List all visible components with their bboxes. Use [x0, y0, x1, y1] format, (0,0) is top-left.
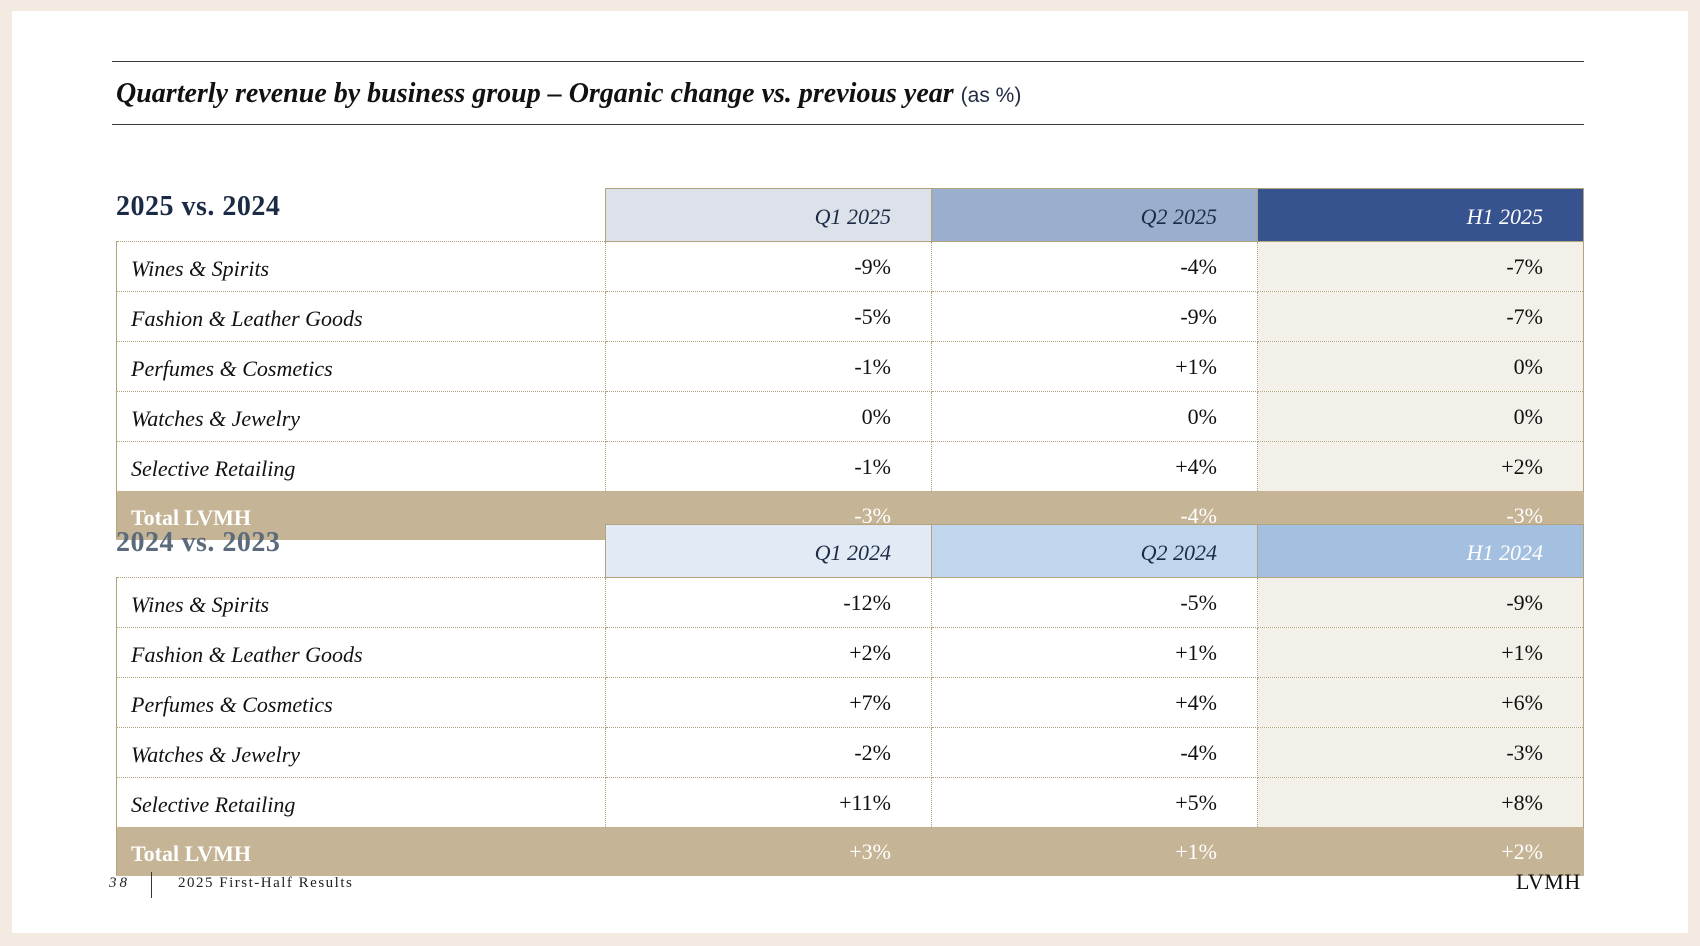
cell-q1: 0% [605, 391, 932, 442]
section-label-2025: 2025 vs. 2024 [116, 191, 281, 222]
cell-q2: +1% [931, 627, 1258, 678]
cell-h1: 0% [1257, 391, 1584, 442]
table-row: Watches & Jewelry 0% 0% 0% [116, 391, 1584, 442]
total-h1: +2% [1257, 827, 1584, 876]
table-header-row: Q1 2025 Q2 2025 H1 2025 [117, 188, 1584, 242]
title-unit: (as %) [960, 84, 1022, 107]
cell-q2: -4% [931, 727, 1258, 778]
cell-h1: -9% [1257, 577, 1584, 628]
table-2024-vs-2023: Q1 2024 Q2 2024 H1 2024 Wines & Spirits … [116, 524, 1584, 876]
header-q1: Q1 2024 [605, 524, 932, 578]
header-q1: Q1 2025 [605, 188, 932, 242]
cell-q1: +2% [605, 627, 932, 678]
table-row: Selective Retailing +11% +5% +8% [116, 777, 1584, 828]
cell-h1: +1% [1257, 627, 1584, 678]
total-q2: +1% [931, 827, 1258, 876]
table-row: Wines & Spirits -12% -5% -9% [116, 577, 1584, 628]
row-label: Fashion & Leather Goods [116, 627, 606, 678]
cell-q1: -1% [605, 341, 932, 392]
section-label-2024: 2024 vs. 2023 [116, 527, 281, 558]
cell-q2: +4% [931, 441, 1258, 492]
cell-q2: +4% [931, 677, 1258, 728]
row-label: Watches & Jewelry [116, 727, 606, 778]
cell-q2: +5% [931, 777, 1258, 828]
title-text: Quarterly revenue by business group – Or… [116, 78, 954, 109]
title-top-rule [112, 61, 1584, 62]
table-header-row: Q1 2024 Q2 2024 H1 2024 [117, 524, 1584, 578]
cell-h1: +6% [1257, 677, 1584, 728]
total-label: Total LVMH [116, 827, 606, 876]
header-blank [117, 189, 606, 242]
row-label: Perfumes & Cosmetics [116, 677, 606, 728]
cell-q1: -12% [605, 577, 932, 628]
cell-h1: 0% [1257, 341, 1584, 392]
cell-q2: 0% [931, 391, 1258, 442]
row-label: Selective Retailing [116, 777, 606, 828]
cell-q2: -5% [931, 577, 1258, 628]
header-q2: Q2 2025 [931, 188, 1258, 242]
cell-h1: -7% [1257, 291, 1584, 342]
cell-q1: -9% [605, 241, 932, 292]
cell-h1: +2% [1257, 441, 1584, 492]
table-row: Perfumes & Cosmetics -1% +1% 0% [116, 341, 1584, 392]
table-row: Wines & Spirits -9% -4% -7% [116, 241, 1584, 292]
total-row: Total LVMH +3% +1% +2% [116, 827, 1584, 876]
cell-q1: +7% [605, 677, 932, 728]
cell-h1: -3% [1257, 727, 1584, 778]
lvmh-logo: LVMH [1516, 869, 1581, 894]
header-q2: Q2 2024 [931, 524, 1258, 578]
page-title: Quarterly revenue by business group – Or… [116, 74, 1021, 114]
table-2025-vs-2024: Q1 2025 Q2 2025 H1 2025 Wines & Spirits … [116, 188, 1584, 540]
table-row: Watches & Jewelry -2% -4% -3% [116, 727, 1584, 778]
table-row: Selective Retailing -1% +4% +2% [116, 441, 1584, 492]
cell-q1: -2% [605, 727, 932, 778]
row-label: Perfumes & Cosmetics [116, 341, 606, 392]
cell-h1: -7% [1257, 241, 1584, 292]
cell-q1: +11% [605, 777, 932, 828]
cell-q1: -1% [605, 441, 932, 492]
table-row: Perfumes & Cosmetics +7% +4% +6% [116, 677, 1584, 728]
cell-q2: -4% [931, 241, 1258, 292]
header-blank [117, 525, 606, 578]
total-label: Total LVMH [116, 491, 606, 540]
footer-document-title: 2025 First-Half Results [178, 875, 354, 891]
header-h1: H1 2024 [1257, 524, 1584, 578]
cell-q2: +1% [931, 341, 1258, 392]
footer-divider [151, 872, 152, 898]
page-number: 38 [109, 875, 130, 891]
title-bottom-rule [112, 124, 1584, 125]
row-label: Fashion & Leather Goods [116, 291, 606, 342]
cell-q2: -9% [931, 291, 1258, 342]
cell-h1: +8% [1257, 777, 1584, 828]
table-row: Fashion & Leather Goods +2% +1% +1% [116, 627, 1584, 678]
total-q1: +3% [605, 827, 932, 876]
row-label: Wines & Spirits [116, 577, 606, 628]
cell-q1: -5% [605, 291, 932, 342]
table-row: Fashion & Leather Goods -5% -9% -7% [116, 291, 1584, 342]
header-h1: H1 2025 [1257, 188, 1584, 242]
row-label: Selective Retailing [116, 441, 606, 492]
row-label: Watches & Jewelry [116, 391, 606, 442]
row-label: Wines & Spirits [116, 241, 606, 292]
